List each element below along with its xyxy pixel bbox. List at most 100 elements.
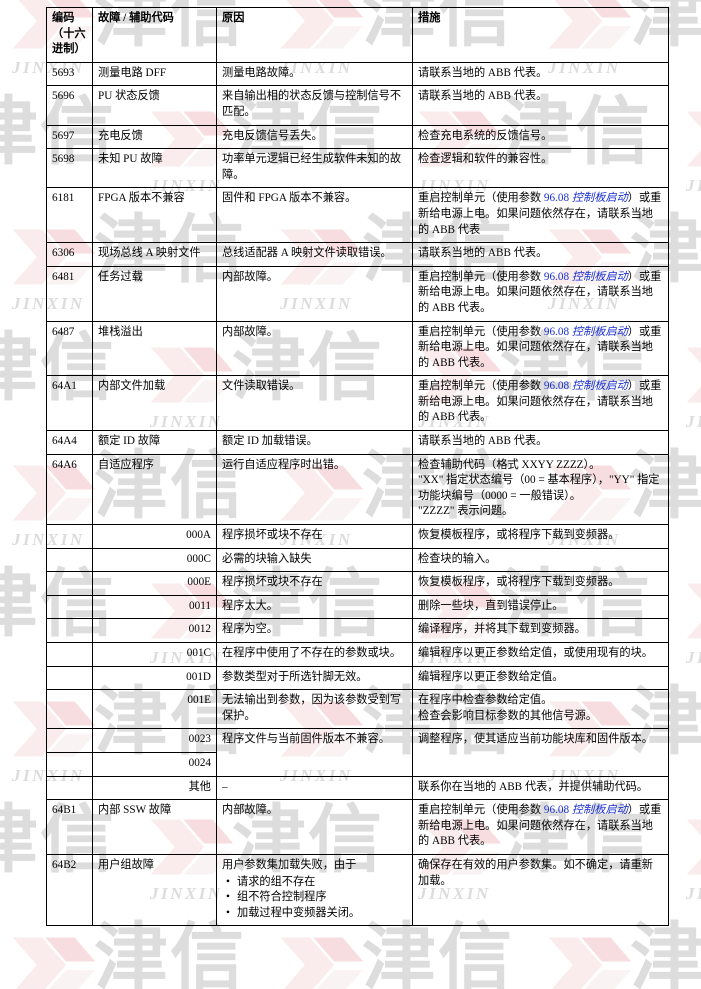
table-row: 5696 PU 状态反馈 来自输出相的状态反馈与控制信号不匹配。 请联系当地的 ABB… bbox=[46, 85, 669, 126]
cell-action: 请联系当地的 ABB 代表。 bbox=[412, 242, 669, 267]
table-row: 6181 FPGA 版本不兼容 固件和 FPGA 版本不兼容。 重启控制单元（使用参数… bbox=[46, 187, 669, 244]
cell-cause: 程序太大。 bbox=[216, 594, 413, 620]
table-row: 5698 未知 PU 故障 功率单元逻辑已经生成软件未知的故障。 检查逻辑和软件的兼容… bbox=[46, 148, 669, 189]
parameter-number: 96.08 bbox=[543, 804, 570, 817]
cell-fault-name: 额定 ID 故障 bbox=[92, 430, 217, 455]
cell-code bbox=[46, 594, 93, 620]
cell-fault-name: 用户组故障 bbox=[92, 853, 217, 927]
cell-action: 恢复模板程序，或将程序下载到变频器。 bbox=[412, 571, 669, 596]
parameter-name: 控制板启动 bbox=[571, 270, 628, 283]
parameter-number: 96.08 bbox=[543, 192, 570, 205]
cell-action: 检查充电系统的反馈信号。 bbox=[412, 124, 669, 150]
table-row: 6481 任务过载 内部故障。 重启控制单元（使用参数 96.08 控制板启动）或重新… bbox=[46, 265, 669, 322]
cell-action: 删除一些块，直到错误停止。 bbox=[412, 594, 669, 620]
cell-code: 6481 bbox=[46, 265, 93, 322]
cell-cause: 必需的块输入缺失 bbox=[216, 547, 413, 573]
cell-action: 检查逻辑和软件的兼容性。 bbox=[412, 148, 669, 189]
table-row: 6487 堆栈溢出 内部故障。 重启控制单元（使用参数 96.08 控制板启动）或重新… bbox=[46, 320, 669, 377]
header-row: 编码 （十六 进制） 故障 / 辅助代码 原因 措施 bbox=[46, 7, 669, 63]
cell-cause: 额定 ID 加载错误。 bbox=[216, 430, 413, 455]
cell-fault-name: 测量电路 DFF bbox=[92, 61, 217, 87]
cell-action: 请联系当地的 ABB 代表。 bbox=[412, 85, 669, 126]
cell-action: 重启控制单元（使用参数 96.08 控制板启动）或重新给电源上电。如果问题依然存… bbox=[412, 799, 669, 855]
table-row: 001E 无法输出到参数，因为该参数受到写保护。 在程序中检查参数给定值。 检查会影响… bbox=[46, 689, 669, 730]
parameter-number: 96.08 bbox=[543, 325, 570, 338]
cell-cause: 运行自适应程序时出错。 bbox=[216, 453, 413, 526]
action-line: 在程序中检查参数给定值。 bbox=[418, 694, 553, 707]
cell-fault-name: 内部文件加载 bbox=[92, 375, 217, 432]
cell-code: 5697 bbox=[46, 124, 93, 150]
cell-cause: 程序为空。 bbox=[216, 618, 413, 643]
cell-cause: – bbox=[216, 775, 413, 801]
cell-cause: 功率单元逻辑已经生成软件未知的故障。 bbox=[216, 148, 413, 189]
cell-aux-code: 0023 bbox=[92, 728, 217, 753]
cell-fault-name: 充电反馈 bbox=[92, 124, 217, 150]
cell-code bbox=[46, 571, 93, 596]
cell-cause: 充电反馈信号丢失。 bbox=[216, 124, 413, 150]
cell-code bbox=[46, 751, 93, 777]
parameter-number: 96.08 bbox=[543, 380, 570, 393]
cell-cause: 内部故障。 bbox=[216, 320, 413, 377]
table-row: 其他 – 联系你在当地的 ABB 代表，并提供辅助代码。 bbox=[46, 775, 669, 801]
table-row: 001D 参数类型对于所选针脚无效。 编辑程序以更正参数给定值。 bbox=[46, 665, 669, 691]
header-fault: 故障 / 辅助代码 bbox=[92, 7, 217, 63]
parameter-reference: 96.08 控制板启动 bbox=[544, 380, 628, 392]
parameter-reference: 96.08 控制板启动 bbox=[544, 804, 628, 816]
cell-action: 编辑程序以更正参数给定值，或使用现有的块。 bbox=[412, 642, 669, 667]
table-row: 0024 bbox=[46, 751, 669, 777]
table-row: 64A6 自适应程序 运行自适应程序时出错。 检查辅助代码（格式 XXYY ZZZZ）… bbox=[46, 453, 669, 526]
cell-code: 6487 bbox=[46, 320, 93, 377]
cell-code bbox=[46, 728, 93, 753]
cell-action: 重启控制单元（使用参数 96.08 控制板启动）或重新给电源上电。如果问题依然存… bbox=[412, 265, 669, 322]
cell-action: 恢复模板程序，或将程序下载到变频器。 bbox=[412, 524, 669, 549]
cell-aux-code: 000C bbox=[92, 547, 217, 573]
cell-aux-code: 001C bbox=[92, 642, 217, 667]
cell-action: 请联系当地的 ABB 代表。 bbox=[412, 430, 669, 455]
table-row: 0023 程序文件与当前固件版本不兼容。 调整程序，使其适应当前功能块库和固件版本。 bbox=[46, 728, 669, 777]
cell-cause: 程序文件与当前固件版本不兼容。 bbox=[216, 728, 413, 777]
table-row: 5697 充电反馈 充电反馈信号丢失。 检查充电系统的反馈信号。 bbox=[46, 124, 669, 150]
cell-action: 检查块的输入。 bbox=[412, 547, 669, 573]
action-line: "XX" 指定状态编号（00 = 基本程序），"YY" 指定功能块编号（0000… bbox=[418, 474, 660, 502]
header-action: 措施 bbox=[412, 7, 669, 63]
cell-code bbox=[46, 665, 93, 691]
cell-cause: 固件和 FPGA 版本不兼容。 bbox=[216, 187, 413, 244]
cell-action: 重启控制单元（使用参数 96.08 控制板启动）或重新给电源上电。如果问题依然存… bbox=[412, 320, 669, 377]
parameter-name: 控制板启动 bbox=[571, 380, 628, 393]
table-row: 0012 程序为空。 编译程序，并将其下载到变频器。 bbox=[46, 618, 669, 643]
cell-aux-code: 0012 bbox=[92, 618, 217, 643]
action-line: 检查辅助代码（格式 XXYY ZZZZ）。 bbox=[418, 458, 601, 471]
table-row: 6306 现场总线 A 映射文件 总线适配器 A 映射文件读取错误。 请联系当地的 A… bbox=[46, 242, 669, 267]
cell-cause: 内部故障。 bbox=[216, 265, 413, 322]
parameter-name: 控制板启动 bbox=[571, 192, 628, 205]
fault-code-table: 编码 （十六 进制） 故障 / 辅助代码 原因 措施 5693 测量电路 DFF 测… bbox=[46, 7, 669, 927]
header-code-line3: 进制） bbox=[52, 43, 86, 56]
cell-code: 64A4 bbox=[46, 430, 93, 455]
cell-action: 编译程序，并将其下载到变频器。 bbox=[412, 618, 669, 643]
table-row: 000A 程序损坏或块不存在 恢复模板程序，或将程序下载到变频器。 bbox=[46, 524, 669, 549]
cell-aux-code: 000A bbox=[92, 524, 217, 549]
header-cause: 原因 bbox=[216, 7, 413, 63]
cell-cause: 内部故障。 bbox=[216, 799, 413, 855]
table-row: 000E 程序损坏或块不存在 恢复模板程序，或将程序下载到变频器。 bbox=[46, 571, 669, 596]
cell-code: 5698 bbox=[46, 148, 93, 189]
cell-action: 请联系当地的 ABB 代表。 bbox=[412, 61, 669, 87]
cell-aux-code: 0011 bbox=[92, 594, 217, 620]
cell-cause: 参数类型对于所选针脚无效。 bbox=[216, 665, 413, 691]
cell-fault-name: 内部 SSW 故障 bbox=[92, 799, 217, 855]
cell-code: 6306 bbox=[46, 242, 93, 267]
cell-cause: 程序损坏或块不存在 bbox=[216, 571, 413, 596]
parameter-name: 控制板启动 bbox=[571, 325, 628, 338]
cell-code bbox=[46, 547, 93, 573]
cell-action: 调整程序，使其适应当前功能块库和固件版本。 bbox=[412, 728, 669, 777]
action-line: 检查会影响目标参数的其他信号源。 bbox=[418, 709, 598, 722]
cell-aux-code: 001D bbox=[92, 665, 217, 691]
cell-code bbox=[46, 775, 93, 801]
cause-bullet-item: 加载过程中变频器关闭。 bbox=[226, 906, 407, 922]
cell-cause: 来自输出相的状态反馈与控制信号不匹配。 bbox=[216, 85, 413, 126]
table-body: 5693 测量电路 DFF 测量电路故障。 请联系当地的 ABB 代表。 5696 PU … bbox=[46, 61, 669, 927]
cell-code: 64A1 bbox=[46, 375, 93, 432]
cell-code bbox=[46, 689, 93, 730]
cell-aux-code: 0024 bbox=[92, 751, 217, 777]
table-row: 64B2用户组故障用户参数集加载失败，由于请求的组不存在组不符合控制程序加载过程… bbox=[46, 853, 669, 927]
